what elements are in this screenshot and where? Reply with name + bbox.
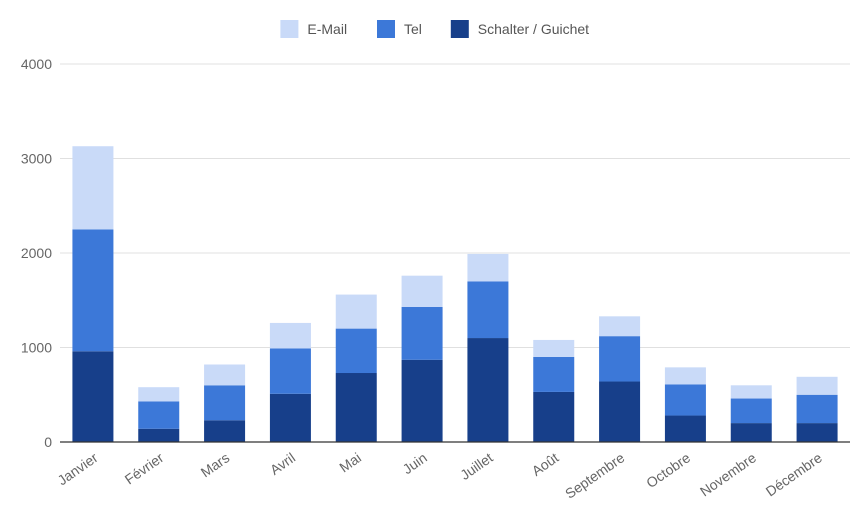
bar-schalter-guichet-decembre	[796, 423, 838, 442]
bar-schalter-guichet-juin	[401, 359, 443, 442]
x-tick-label-juin: Juin	[400, 449, 430, 477]
legend-label-tel: Tel	[404, 21, 422, 37]
bar-e-mail-decembre	[796, 376, 838, 395]
legend-swatch-tel	[377, 20, 395, 38]
bar-tel-mai	[335, 328, 377, 374]
legend: E-Mail Tel Schalter / Guichet	[280, 20, 589, 38]
legend-item-schalter-guichet: Schalter / Guichet	[450, 20, 589, 38]
x-tick-label-septembre: Septembre	[562, 449, 627, 502]
legend-item-e-mail: E-Mail	[280, 20, 347, 38]
legend-swatch-schalter-guichet	[450, 20, 469, 38]
bar-e-mail-avril	[269, 322, 311, 349]
bar-e-mail-juin	[401, 275, 443, 307]
bar-tel-mars	[204, 385, 246, 421]
bar-tel-decembre	[796, 394, 838, 424]
bar-tel-aout	[533, 356, 575, 392]
legend-item-tel: Tel	[377, 20, 422, 38]
bars	[72, 146, 838, 442]
bar-schalter-guichet-juillet	[467, 338, 509, 442]
bar-schalter-guichet-fevrier	[138, 428, 180, 442]
bar-schalter-guichet-septembre	[599, 381, 641, 442]
y-axis-ticks: 0 1000 2000 3000 4000	[21, 56, 52, 450]
x-tick-label-fevrier: Février	[122, 449, 167, 487]
y-tick-label: 3000	[21, 151, 52, 167]
gridlines	[60, 63, 850, 348]
y-tick-label: 4000	[21, 56, 52, 72]
bar-tel-janvier	[72, 229, 114, 352]
bar-schalter-guichet-aout	[533, 391, 575, 442]
legend-label-e-mail: E-Mail	[307, 21, 347, 37]
bar-tel-octobre	[664, 384, 706, 416]
bar-e-mail-octobre	[664, 367, 706, 385]
x-tick-label-novembre: Novembre	[697, 449, 759, 499]
x-tick-label-decembre: Décembre	[763, 449, 825, 499]
bar-tel-avril	[269, 348, 311, 394]
x-tick-label-juillet: Juillet	[457, 449, 496, 483]
bar-e-mail-juillet	[467, 253, 509, 282]
bar-e-mail-fevrier	[138, 387, 180, 402]
x-tick-label-aout: Août	[529, 449, 562, 479]
legend-swatch-e-mail	[280, 20, 299, 38]
x-tick-label-octobre: Octobre	[643, 449, 693, 491]
bar-schalter-guichet-novembre	[730, 423, 772, 442]
y-tick-label: 1000	[21, 340, 52, 356]
y-tick-label: 2000	[21, 245, 52, 261]
x-tick-label-mars: Mars	[198, 449, 233, 480]
bar-e-mail-janvier	[72, 146, 114, 230]
bar-e-mail-novembre	[730, 385, 772, 399]
bar-tel-juillet	[467, 281, 509, 339]
bar-e-mail-mars	[204, 364, 246, 386]
bar-schalter-guichet-janvier	[72, 351, 114, 442]
bar-schalter-guichet-mars	[204, 420, 246, 442]
bar-tel-juin	[401, 306, 443, 360]
x-axis-ticks: Janvier Février Mars Avril Mai Juin Juillet Aoû…	[54, 449, 824, 502]
x-tick-label-mai: Mai	[336, 449, 364, 475]
x-tick-label-janvier: Janvier	[54, 449, 100, 488]
bar-e-mail-aout	[533, 339, 575, 357]
bar-schalter-guichet-octobre	[664, 415, 706, 442]
bar-tel-novembre	[730, 398, 772, 424]
bar-tel-septembre	[599, 336, 641, 382]
legend-label-schalter-guichet: Schalter / Guichet	[478, 21, 589, 37]
bar-e-mail-septembre	[599, 316, 641, 337]
bar-e-mail-mai	[335, 294, 377, 329]
x-tick-label-avril: Avril	[267, 449, 298, 478]
bar-schalter-guichet-avril	[269, 393, 311, 442]
bar-schalter-guichet-mai	[335, 373, 377, 442]
y-tick-label: 0	[44, 434, 52, 450]
bar-tel-fevrier	[138, 401, 180, 429]
